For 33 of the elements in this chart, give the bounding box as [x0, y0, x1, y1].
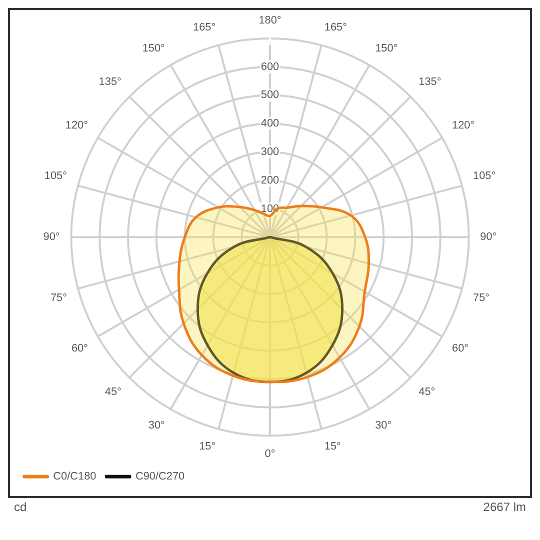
y-tick-label: 400 [260, 118, 280, 130]
spoke-label: 75° [473, 292, 490, 304]
spoke-label: 180° [258, 14, 282, 27]
spoke-label: 120° [65, 120, 88, 132]
spoke-label: 75° [50, 292, 67, 304]
spoke-label: 45° [104, 386, 122, 398]
spoke-label: 105° [44, 170, 67, 182]
spoke-label: 135° [418, 76, 442, 88]
y-tick-label: 600 [260, 60, 280, 73]
y-tick-label: 500 [260, 89, 280, 102]
spoke-label: 30° [148, 420, 165, 432]
spoke-label: 135° [98, 76, 122, 88]
spoke-label: 90° [480, 231, 497, 244]
spoke-label: 165° [193, 22, 216, 34]
text: 2667 lm [483, 500, 526, 514]
spoke-label: 15° [324, 440, 341, 453]
spoke-label: 150° [375, 42, 398, 55]
text: cd [14, 500, 27, 514]
spoke-label: 150° [142, 42, 165, 55]
spoke-label: 45° [418, 386, 436, 398]
spoke-label: 0° [264, 448, 276, 460]
spoke-label: 105° [473, 170, 496, 182]
spoke-label: 120° [452, 120, 475, 132]
y-tick-label: 300 [260, 146, 280, 158]
spoke-label: 30° [375, 420, 392, 432]
spoke-label: 60° [71, 342, 88, 355]
spoke-label: 165° [324, 22, 347, 34]
spoke-label: 15° [199, 440, 216, 453]
y-tick-label: 200 [260, 174, 280, 186]
legend-label: C0/C180 [53, 470, 96, 483]
spoke-label: 90° [43, 231, 60, 244]
spoke-label: 60° [452, 342, 469, 355]
legend-label: C90/C270 [135, 470, 185, 483]
